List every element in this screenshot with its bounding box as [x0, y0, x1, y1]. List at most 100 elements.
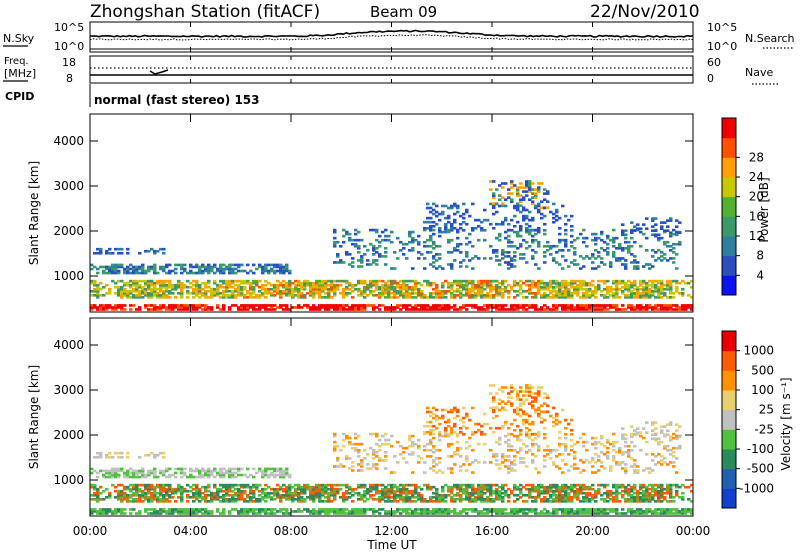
velocity-cell — [528, 394, 532, 397]
power-cell — [327, 279, 331, 283]
power-cell — [525, 308, 529, 311]
velocity-cell — [99, 498, 103, 501]
power-cell — [348, 236, 352, 240]
velocity-cell — [393, 489, 397, 493]
velocity-cell — [396, 510, 400, 513]
velocity-cell — [498, 489, 502, 493]
velocity-cell — [120, 498, 124, 501]
velocity-cell — [345, 455, 349, 458]
power-cell — [381, 283, 385, 287]
velocity-cell — [162, 471, 166, 475]
velocity-cell — [501, 386, 505, 389]
power-cell — [570, 283, 574, 287]
velocity-cell — [210, 493, 214, 497]
velocity-cell — [606, 500, 610, 503]
power-cell — [504, 279, 508, 283]
velocity-cell — [504, 408, 508, 412]
velocity-cell — [201, 485, 205, 489]
power-cell — [372, 283, 376, 287]
velocity-cell — [441, 471, 445, 474]
power-cell — [375, 287, 379, 291]
power-cell — [258, 265, 262, 269]
velocity-cell — [336, 489, 340, 493]
velocity-cell — [507, 396, 511, 399]
power-cell — [258, 296, 262, 299]
power-cell — [669, 291, 673, 295]
velocity-cell — [459, 469, 463, 472]
power-cell — [168, 285, 172, 289]
power-cell — [435, 304, 439, 307]
velocity-cell — [384, 487, 388, 491]
velocity-cell — [102, 489, 106, 493]
power-cell — [552, 285, 556, 289]
power-cell — [489, 281, 493, 285]
power-cell — [561, 291, 565, 295]
velocity-cell — [231, 508, 235, 511]
freq-panel-frame — [89, 55, 694, 84]
power-cell — [453, 218, 457, 222]
power-cell — [348, 263, 352, 266]
power-cell — [522, 306, 526, 309]
velocity-cell — [513, 408, 517, 412]
power-cell — [483, 228, 487, 232]
velocity-cell — [588, 487, 592, 491]
velocity-cell — [510, 390, 514, 393]
power-cell — [663, 230, 667, 234]
power-cell — [414, 279, 418, 283]
power-cell — [195, 306, 199, 309]
velocity-cell — [381, 489, 385, 493]
velocity-cell — [507, 442, 511, 446]
velocity-cell — [570, 483, 574, 487]
velocity-cell — [186, 483, 190, 487]
power-cell — [477, 306, 481, 309]
power-cell — [420, 253, 424, 256]
power-cell — [165, 308, 169, 311]
velocity-cell — [378, 508, 382, 511]
power-cell — [615, 259, 619, 262]
power-cell — [414, 291, 418, 295]
power-cell — [432, 296, 436, 299]
power-cell — [444, 308, 448, 311]
power-cell — [510, 244, 514, 248]
power-cell — [534, 251, 538, 254]
velocity-cell — [531, 396, 535, 399]
velocity-cell — [198, 471, 202, 475]
power-cell — [441, 283, 445, 287]
power-cell — [132, 283, 136, 287]
velocity-cell — [429, 485, 433, 489]
power-cell — [252, 281, 256, 285]
velocity-cell — [498, 498, 502, 501]
nsearch-label: N.Search — [745, 32, 795, 45]
velocity-cell — [435, 491, 439, 495]
velocity-cell — [228, 473, 232, 477]
power-cell — [411, 289, 415, 293]
power-cell — [342, 306, 346, 309]
power-cell — [495, 306, 499, 309]
power-cell — [222, 263, 226, 267]
velocity-cell — [510, 396, 514, 399]
power-cell — [561, 255, 565, 258]
power-cell — [675, 279, 679, 283]
velocity-cell — [135, 491, 139, 495]
power-cell — [498, 289, 502, 293]
power-cell — [135, 283, 139, 287]
power-cell — [465, 251, 469, 254]
power-cell — [606, 296, 610, 299]
velocity-cell — [348, 487, 352, 491]
velocity-cell — [519, 461, 523, 464]
velocity-cell — [192, 512, 196, 515]
velocity-cell — [207, 471, 211, 475]
power-cell — [471, 289, 475, 293]
power-cell — [501, 308, 505, 311]
power-cell — [354, 304, 358, 307]
velocity-cell — [270, 510, 274, 513]
power-cell — [396, 291, 400, 295]
power-cell — [501, 222, 505, 226]
power-cell — [141, 263, 145, 267]
velocity-cell — [321, 491, 325, 495]
velocity-cell — [489, 508, 493, 511]
power-cell — [654, 283, 658, 287]
velocity-cell — [525, 508, 529, 511]
power-heatmap — [90, 180, 694, 311]
velocity-cell — [534, 495, 538, 499]
